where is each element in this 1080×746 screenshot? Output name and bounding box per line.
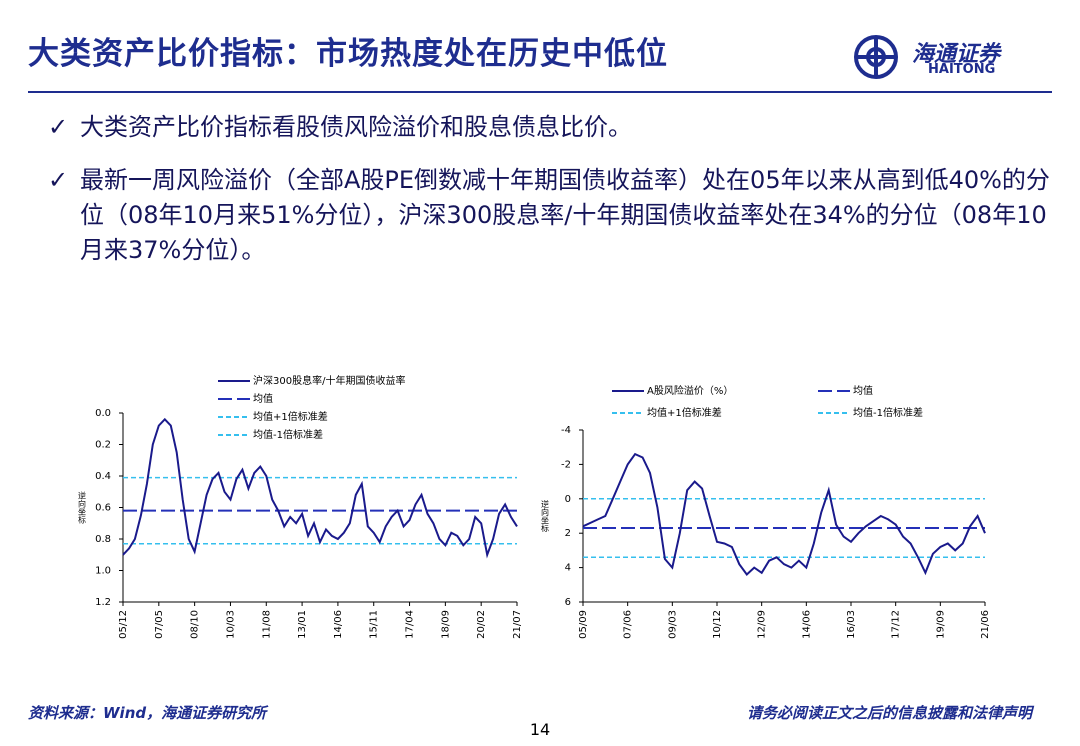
x-tick-label: 11/08 [261,610,272,639]
y-tick-label: 0.6 [95,503,111,514]
x-tick-label: 07/06 [623,610,634,639]
x-tick-label: 09/03 [667,610,678,639]
x-tick-label: 17/04 [405,610,416,639]
y-tick-label: 1.0 [95,566,111,577]
data-line [582,452,986,577]
y-tick-label: 0.0 [95,408,111,419]
logo-text: 海通证券 [912,42,1001,67]
logo-text-en: HAITONG [928,62,996,77]
y-tick-label: 4 [565,563,571,574]
legend-label: 均值-1倍标准差 [253,428,323,441]
x-tick-label: 10/03 [225,610,236,639]
bullet: 大类资产比价指标看股债风险溢价和股息债息比价。 [48,110,1058,145]
y-tick-label: 0.8 [95,534,111,545]
y-tick-label: -2 [561,459,571,470]
x-tick-label: 18/09 [440,610,451,639]
legend-label: A股风险溢价（%） [647,384,733,397]
x-tick-label: 12/09 [757,610,768,639]
disclaimer: 请务必阅读正文之后的信息披露和法律声明 [746,704,1032,722]
x-tick-label: 05/09 [578,610,589,639]
legend-label: 沪深300股息率/十年期国债收益率 [253,374,405,387]
y-axis-label: 逆向坐标 [78,491,87,525]
x-tick-label: 07/05 [154,610,165,639]
x-tick-label: 20/02 [476,610,487,639]
x-tick-label: 14/06 [801,610,812,639]
y-tick-label: 2 [565,528,571,539]
x-tick-label: 21/07 [512,610,523,639]
source-note: 资料来源：Wind，海通证券研究所 [28,704,267,722]
x-tick-label: 14/06 [333,610,344,639]
x-tick-label: 08/10 [190,610,201,639]
bullet-list: 大类资产比价指标看股债风险溢价和股息债息比价。 最新一周风险溢价（全部A股PE倒… [48,110,1058,286]
y-tick-label: -4 [561,425,571,436]
x-tick-label: 16/03 [846,610,857,639]
title-rule [28,91,1052,93]
legend-label: 均值-1倍标准差 [853,406,923,419]
y-tick-label: 0.2 [95,440,111,451]
logo-icon [854,35,898,79]
y-tick-label: 0 [565,494,571,505]
x-tick-label: 15/11 [369,610,380,639]
legend-label: 均值+1倍标准差 [647,406,722,419]
y-axis-label: 逆向坐标 [541,499,550,533]
page-number: 14 [529,720,551,739]
x-tick-label: 21/06 [980,610,991,639]
x-tick-label: 13/01 [297,610,308,639]
x-tick-label: 05/12 [118,610,129,639]
legend-label: 均值 [253,392,273,405]
legend-label: 均值 [853,384,873,397]
y-tick-label: 1.2 [95,597,111,608]
x-tick-label: 17/12 [891,610,902,639]
y-tick-label: 0.4 [95,471,111,482]
x-tick-label: 19/09 [935,610,946,639]
data-line [122,417,518,559]
y-tick-label: 6 [565,597,571,608]
slide-title: 大类资产比价指标：市场热度处在历史中低位 [28,36,668,72]
legend-label: 均值+1倍标准差 [253,410,328,423]
bullet: 最新一周风险溢价（全部A股PE倒数减十年期国债收益率）处在05年以来从高到低40… [48,163,1058,268]
x-tick-label: 10/12 [712,610,723,639]
